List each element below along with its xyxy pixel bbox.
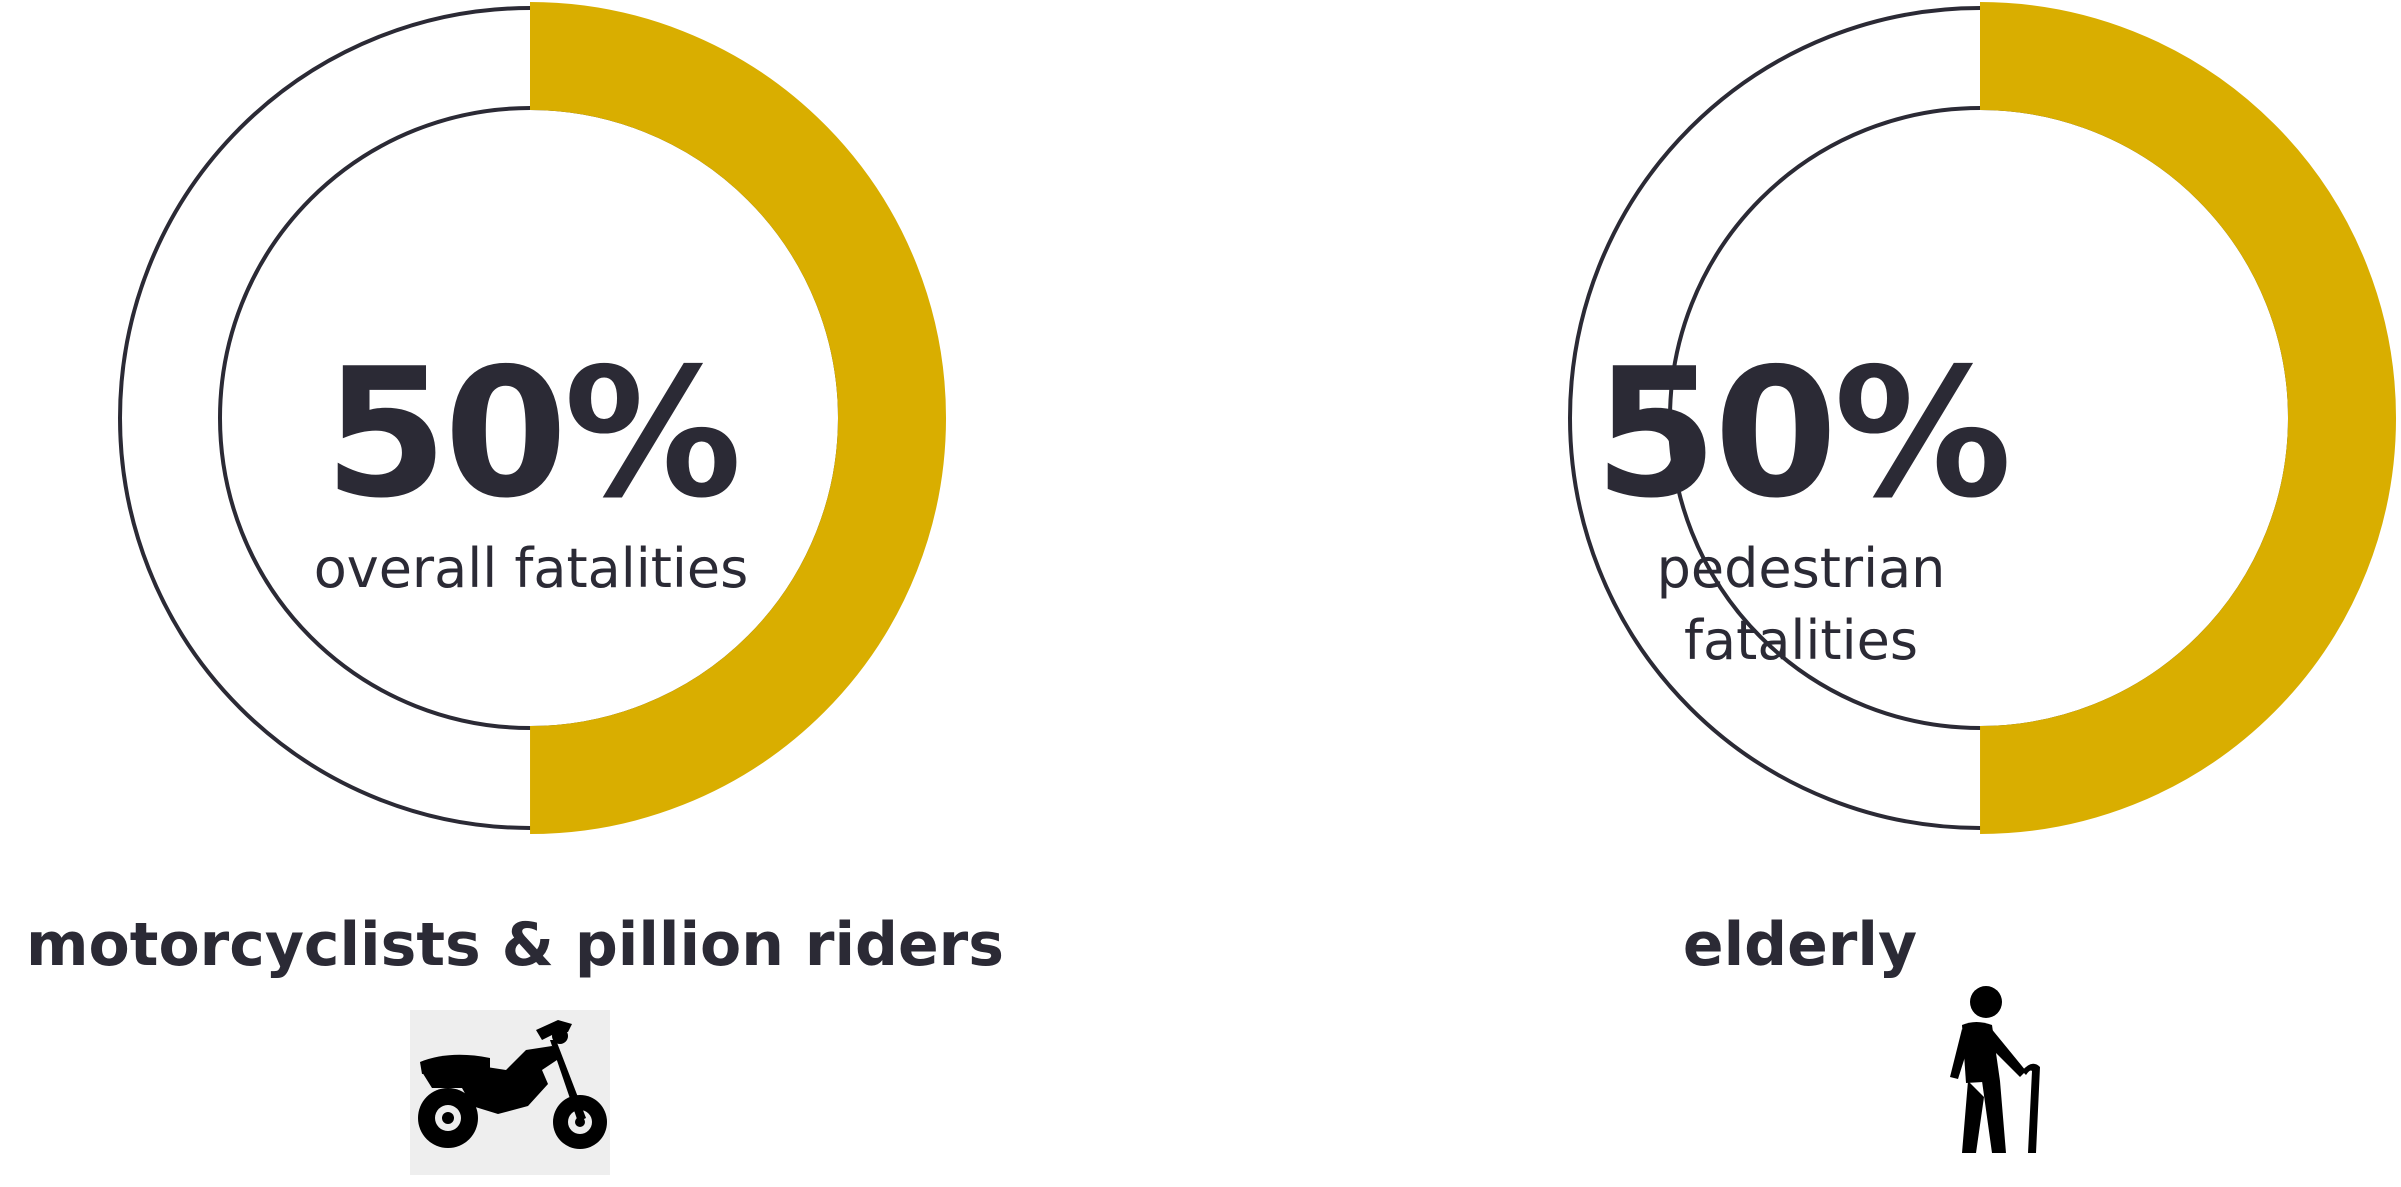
donut-chart xyxy=(118,2,947,834)
donut-chart xyxy=(1568,2,2397,834)
elderly-person-icon xyxy=(1920,985,2080,1160)
percentage-value: 50% xyxy=(323,330,742,537)
center-block: 50% overall fatalities xyxy=(211,345,851,605)
pie-slice-highlighted xyxy=(529,2,947,834)
motorcycle-icon xyxy=(410,1010,610,1175)
pie-slice-highlighted xyxy=(1979,2,2397,834)
percentage-value: 50% xyxy=(1593,330,2012,537)
group-label: elderly xyxy=(1682,910,1918,980)
center-block: 50% pedestrian fatalities xyxy=(1481,345,2121,677)
fatality-type-label: overall fatalities xyxy=(313,537,749,600)
group-label: motorcyclists & pillion riders xyxy=(26,910,1004,980)
fatality-type-label: pedestrian fatalities xyxy=(1656,537,1946,672)
stat-panel-motorcyclists: 50% overall fatalities motorcyclists & p… xyxy=(0,0,1200,1187)
stat-panel-elderly: 50% pedestrian fatalities elderly xyxy=(1200,0,2400,1187)
